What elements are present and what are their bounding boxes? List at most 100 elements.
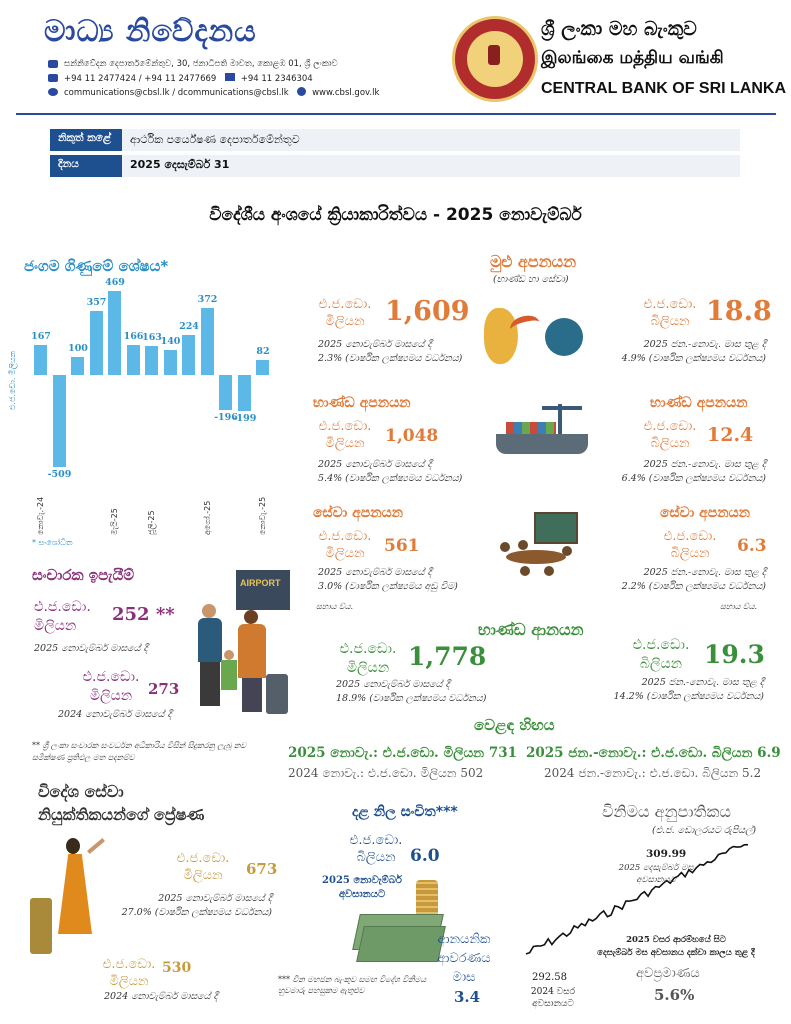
tour-b-unit: එ.ජ.ඩො. මිලියන <box>82 669 140 704</box>
ca-bar-label: 224 <box>179 320 199 332</box>
chart-footnote: * සංශෝධිත <box>32 538 73 547</box>
ca-bar <box>163 349 177 375</box>
te-m-value: 1,609 <box>385 296 470 327</box>
ca-bar <box>108 290 121 375</box>
at-icon <box>48 88 58 96</box>
se-b-note: 2025 ජන.-නොවැ. මාස තුළ දී 2.2% (වාර්ෂික … <box>621 567 766 592</box>
page-title: මාධ්‍ය නිවේදනය <box>44 14 257 49</box>
total-exports-subtitle: (භාණ්ඩ හා සේවා) <box>493 274 569 285</box>
email-link[interactable]: communications@cbsl.lk / dcommunications… <box>64 88 289 98</box>
meeting-icon <box>500 512 578 578</box>
ca-bar <box>145 345 158 375</box>
goods-exports-title-right: භාණ්ඩ අපනයන <box>650 395 748 411</box>
ca-bar-label: 163 <box>142 331 162 343</box>
cargo-ship-icon <box>496 404 588 460</box>
se-est-right: සහාය ව්ය. <box>720 602 758 611</box>
te-b-value: 18.8 <box>706 296 772 327</box>
issuer-value: ආර්ථික පර්යේෂණ දෙපාර්තමේන්තුව <box>130 133 300 146</box>
issuer-label: නිකුත් කළේ <box>50 129 122 151</box>
bank-name-tamil: இலங்கை மத்திய வங்கி <box>541 48 724 68</box>
im-m-note: 2025 නොවැම්බර් මාසයේ දී 18.9% (වාර්ෂික ල… <box>336 679 487 704</box>
bank-name-sinhala: ශ්‍රී ලංකා මහ බැංකුව <box>541 18 697 40</box>
migrant-worker-illustration <box>30 838 106 958</box>
se-b-value: 6.3 <box>737 536 767 556</box>
im-m-unit: එ.ජ.ඩො. මිලියන <box>339 641 397 676</box>
exrate-depr-label: අවප්‍රමාණය <box>636 966 700 981</box>
header-divider <box>16 113 776 115</box>
tb-line2-left: 2024 නොවැ.: එ.ජ.ඩො. මිලියන 502 <box>288 766 484 780</box>
exrate-line-chart <box>525 843 749 955</box>
res-value: 6.0 <box>410 846 440 866</box>
ca-bar-label: 167 <box>31 330 51 342</box>
ca-bar-label: 82 <box>256 346 270 358</box>
imports-title: භාණ්ඩ ආනයන <box>478 620 584 639</box>
se-m-unit: එ.ජ.ඩො. මිලියන <box>318 529 372 561</box>
tourism-title: සංචාරක ඉපැයීම් <box>32 566 135 584</box>
tour-a-value: 252 ** <box>112 604 175 625</box>
web-link[interactable]: www.cbsl.gov.lk <box>312 88 380 98</box>
globe-icon <box>545 318 583 356</box>
address-line: සන්නිවේදන දෙපාර්තමේන්තුව, 30, ජනාධිපති ම… <box>48 59 338 69</box>
chart-ylabel: එ.ජ.ඩො. මිලියන <box>8 350 17 410</box>
ge-m-unit: එ.ජ.ඩො. මිලියන <box>318 419 372 451</box>
exrate-line <box>525 843 749 955</box>
current-account-chart: 167 -509 100 357 469 166 163 140 224 372 -196 -199 8… <box>30 277 295 540</box>
se-m-note: 2025 නොවැම්බර් මාසයේ දී 3.0% (වාර්ෂික ලක… <box>318 567 458 592</box>
im-m-value: 1,778 <box>408 642 487 671</box>
ca-bar-label: -196 <box>214 412 238 424</box>
rem-b-note: 2024 නොවැම්බර් මාසයේ දී <box>104 991 218 1002</box>
date-value: 2025 දෙසැම්බර් 31 <box>130 158 230 171</box>
main-title: විදේශීය අංශයේ ක්‍රියාකාරිත්වය - 2025 නොව… <box>209 205 582 225</box>
te-m-unit: එ.ජ.ඩො. මිලියන <box>318 297 372 329</box>
exrate-depr-note: 2025 වසර ආරම්භයේ සිට දෙසැම්බර් මස අවසානය… <box>597 935 755 958</box>
ca-tick-label: ජූලි-25 <box>147 510 156 535</box>
ca-bar-label: 100 <box>68 343 88 354</box>
ca-bar-label: 357 <box>86 296 107 308</box>
exrate-depr-value: 5.6% <box>654 986 695 1004</box>
ca-bar-label: 166 <box>123 331 144 343</box>
te-b-note: 2025 ජන.-නොවැ. මාස තුළ දී 4.9% (වාර්ෂික … <box>621 339 766 364</box>
tour-b-note: 2024 නොවැම්බර් මාසයේ දී <box>58 709 172 720</box>
fax-icon <box>225 73 235 81</box>
res-cover-unit: ආනයනික ආවරණය මාස <box>437 932 491 985</box>
rem-a-unit: එ.ජ.ඩො. මිලියන <box>176 851 230 883</box>
mail-icon <box>48 60 58 68</box>
service-exports-title-right: සේවා අපනයන <box>660 505 751 521</box>
ge-m-value: 1,048 <box>385 426 439 446</box>
im-b-note: 2025 ජන.-නොවැ. මාස තුළ දී 14.2% (වාර්ෂික… <box>613 677 764 702</box>
exrate-title: විනිමය අනුපාතිකය <box>602 802 732 821</box>
rem-a-value: 673 <box>246 860 278 878</box>
total-exports-title: මුළු අපනයන <box>490 252 577 271</box>
goods-exports-title-left: භාණ්ඩ අපනයන <box>313 395 411 411</box>
tb-line1-right: 2025 ජන.-නොවැ.: එ.ජ.ඩො. බිලියන 6.9 <box>526 745 781 761</box>
tour-b-value: 273 <box>148 680 180 698</box>
ge-m-note: 2025 නොවැම්බර් මාසයේ දී 5.4% (වාර්ෂික ලක… <box>318 459 463 484</box>
im-b-value: 19.3 <box>704 640 765 669</box>
ca-bar <box>71 357 84 375</box>
phone-icon <box>48 74 58 82</box>
rem-b-value: 530 <box>162 960 192 976</box>
phone-line: +94 11 2477424 / +94 11 2477669 +94 11 2… <box>48 73 313 84</box>
res-note: 2025 නොවැම්බර් අවසානයට <box>322 875 402 900</box>
ca-bar-label: 140 <box>160 335 181 347</box>
exrate-end-note: 2025 දෙසැම්බර් මස අවසානයට <box>618 863 694 885</box>
exrate-start-value: 292.58 <box>532 972 567 983</box>
ca-bar <box>126 345 140 375</box>
exrate-start-note: 2024 වසර අවසානයට <box>530 987 576 1009</box>
ca-tick-label: අගෝ.-25 <box>202 500 212 535</box>
tourists-illustration: AIRPORT <box>196 570 292 720</box>
se-est-left: සහාය ව්ය. <box>316 602 354 611</box>
ge-b-note: 2025 ජන.-නොවැ. මාස තුළ දී 6.4% (වාර්ෂික … <box>621 459 766 484</box>
tb-line1-left: 2025 නොවැ.: එ.ජ.ඩො. මිලියන 731 <box>288 745 517 761</box>
te-m-note: 2025 නොවැම්බර් මාසයේ දී 2.3% (වාර්ෂික ලක… <box>318 339 463 364</box>
reserves-footnote: *** චීන මහජන බැංකුව සමඟ විදේශ විනිමය හුව… <box>278 975 427 995</box>
globe-icon <box>297 87 307 96</box>
ca-bar <box>182 334 195 375</box>
trade-balance-title: වෙළඳ හිඟය <box>474 716 555 734</box>
cbsl-seal-logo <box>452 16 538 102</box>
ca-bar <box>237 375 251 411</box>
bank-name-english: CENTRAL BANK OF SRI LANKA <box>541 80 787 97</box>
tourism-footnote: ** ශ්‍රී ලංකා සංචාරක සංවර්ධන අධිකාරිය වි… <box>32 741 247 762</box>
ca-tick-label: මැයි-25 <box>110 508 119 535</box>
se-b-unit: එ.ජ.ඩො. බිලියන <box>663 529 717 561</box>
